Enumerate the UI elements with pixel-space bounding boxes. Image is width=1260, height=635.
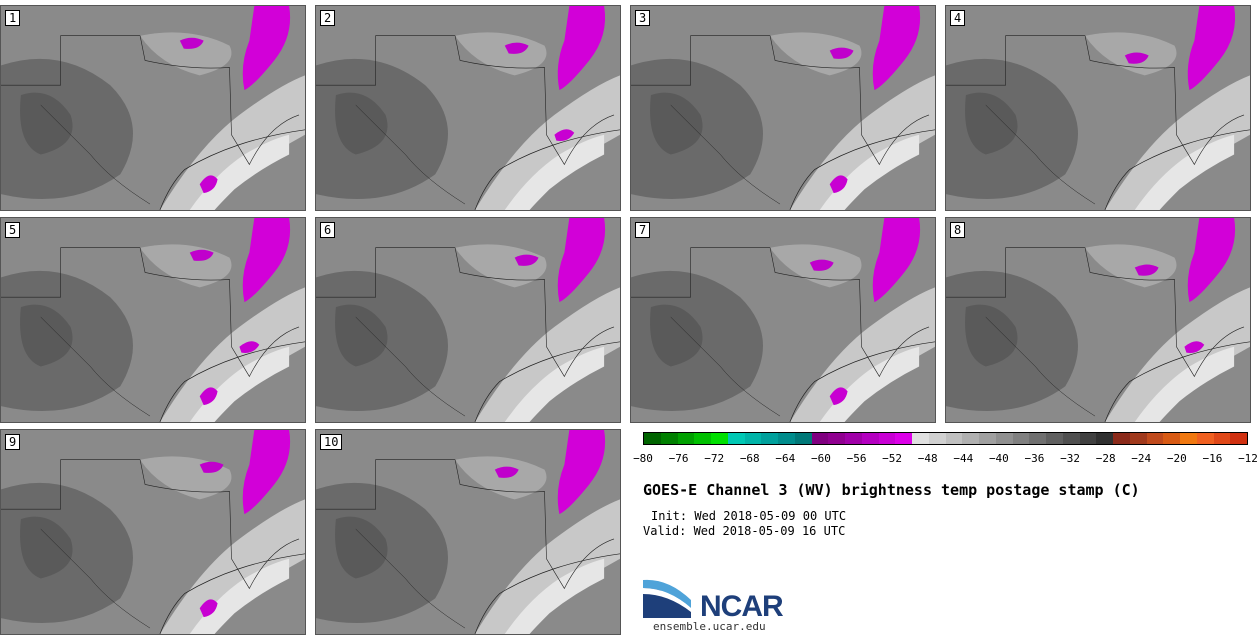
valid-time: Valid: Wed 2018-05-09 16 UTC [643, 524, 846, 538]
wv-image [316, 218, 620, 422]
colorbar-segment [677, 433, 695, 444]
colorbar-segment [1129, 433, 1147, 444]
colorbar-tick-label: −16 [1202, 452, 1223, 465]
ensemble-panel-6: 6 [315, 217, 621, 423]
colorbar [643, 432, 1248, 445]
colorbar-tick-label: −64 [775, 452, 796, 465]
colorbar-tick-label: −80 [633, 452, 653, 465]
ensemble-panel-5: 5 [0, 217, 306, 423]
ensemble-panel-3: 3 [630, 5, 936, 211]
colorbar-segment [895, 433, 912, 444]
site-url[interactable]: ensemble.ucar.edu [653, 620, 766, 633]
colorbar-tick-label: −36 [1024, 452, 1045, 465]
colorbar-segment [1012, 433, 1030, 444]
panel-number: 5 [5, 222, 21, 238]
colorbar-segment [1046, 433, 1063, 444]
wv-image [946, 6, 1250, 210]
figure-title: GOES-E Channel 3 (WV) brightness temp po… [643, 481, 1140, 499]
colorbar-segment [778, 433, 795, 444]
colorbar-segment [1230, 433, 1247, 444]
colorbar-segment [1196, 433, 1214, 444]
colorbar-segment [794, 433, 812, 444]
colorbar-segment [979, 433, 996, 444]
colorbar-segment [1180, 433, 1197, 444]
colorbar-ticks: −80 −76 −72 −68 −64 −60 −56 −52 −48 −44 −40 −36 −32 −… [633, 446, 1258, 470]
colorbar-tick-label: −12 [1238, 452, 1258, 465]
ensemble-panel-7: 7 [630, 217, 936, 423]
panel-number: 3 [635, 10, 651, 26]
ensemble-panel-1: 1 [0, 5, 306, 211]
wv-image [1, 218, 305, 422]
panel-number: 9 [5, 434, 21, 450]
ncar-logo-text: NCAR [700, 590, 784, 623]
colorbar-segment [928, 433, 946, 444]
colorbar-tick-label: −44 [953, 452, 974, 465]
colorbar-tick-label: −32 [1060, 452, 1080, 465]
panel-number: 2 [320, 10, 336, 26]
colorbar-segment [1113, 433, 1130, 444]
ensemble-panel-2: 2 [315, 5, 621, 211]
colorbar-segment [845, 433, 862, 444]
wv-image [946, 218, 1250, 422]
wv-image [1, 6, 305, 210]
colorbar-segment [828, 433, 845, 444]
panel-number: 6 [320, 222, 336, 238]
colorbar-segment [1029, 433, 1046, 444]
colorbar-tick-label: −60 [811, 452, 831, 465]
colorbar-segment [660, 433, 678, 444]
colorbar-tick-label: −76 [668, 452, 689, 465]
colorbar-segment [761, 433, 778, 444]
colorbar-tick-label: −24 [1131, 452, 1152, 465]
panel-number: 1 [5, 10, 21, 26]
colorbar-tick-label: −20 [1166, 452, 1187, 465]
colorbar-tick-label: −56 [846, 452, 867, 465]
colorbar-segment [1096, 433, 1113, 444]
ncar-logo [643, 579, 691, 618]
colorbar-segment [995, 433, 1013, 444]
ensemble-panel-4: 4 [945, 5, 1251, 211]
colorbar-tick-label: −40 [988, 452, 1009, 465]
colorbar-segment [1163, 433, 1180, 444]
ensemble-panel-8: 8 [945, 217, 1251, 423]
colorbar-segment [811, 433, 829, 444]
panel-number: 4 [950, 10, 966, 26]
colorbar-segment [694, 433, 711, 444]
colorbar-tick-label: −48 [917, 452, 938, 465]
panel-number: 7 [635, 222, 651, 238]
colorbar-segment [1062, 433, 1080, 444]
wv-image [316, 430, 620, 634]
wv-image [1, 430, 305, 634]
colorbar-segment [1146, 433, 1164, 444]
panel-number: 10 [320, 434, 343, 450]
colorbar-tick-label: −68 [739, 452, 760, 465]
colorbar-tick-label: −72 [704, 452, 725, 465]
init-time: Init: Wed 2018-05-09 00 UTC [651, 509, 847, 523]
colorbar-tick-label: −52 [882, 452, 903, 465]
ensemble-panel-9: 9 [0, 429, 306, 635]
colorbar-segment [727, 433, 745, 444]
colorbar-segment [912, 433, 929, 444]
ensemble-panel-10: 10 [315, 429, 621, 635]
wv-image [316, 6, 620, 210]
panel-number: 8 [950, 222, 966, 238]
colorbar-segment [861, 433, 879, 444]
colorbar-segment [744, 433, 762, 444]
colorbar-segment [878, 433, 896, 444]
colorbar-segment [962, 433, 979, 444]
colorbar-tick-label: −28 [1095, 452, 1116, 465]
colorbar-segment [1079, 433, 1097, 444]
colorbar-segment [644, 433, 661, 444]
colorbar-segment [1213, 433, 1231, 444]
wv-image [631, 218, 935, 422]
wv-image [631, 6, 935, 210]
colorbar-segment [945, 433, 963, 444]
colorbar-segment [711, 433, 728, 444]
